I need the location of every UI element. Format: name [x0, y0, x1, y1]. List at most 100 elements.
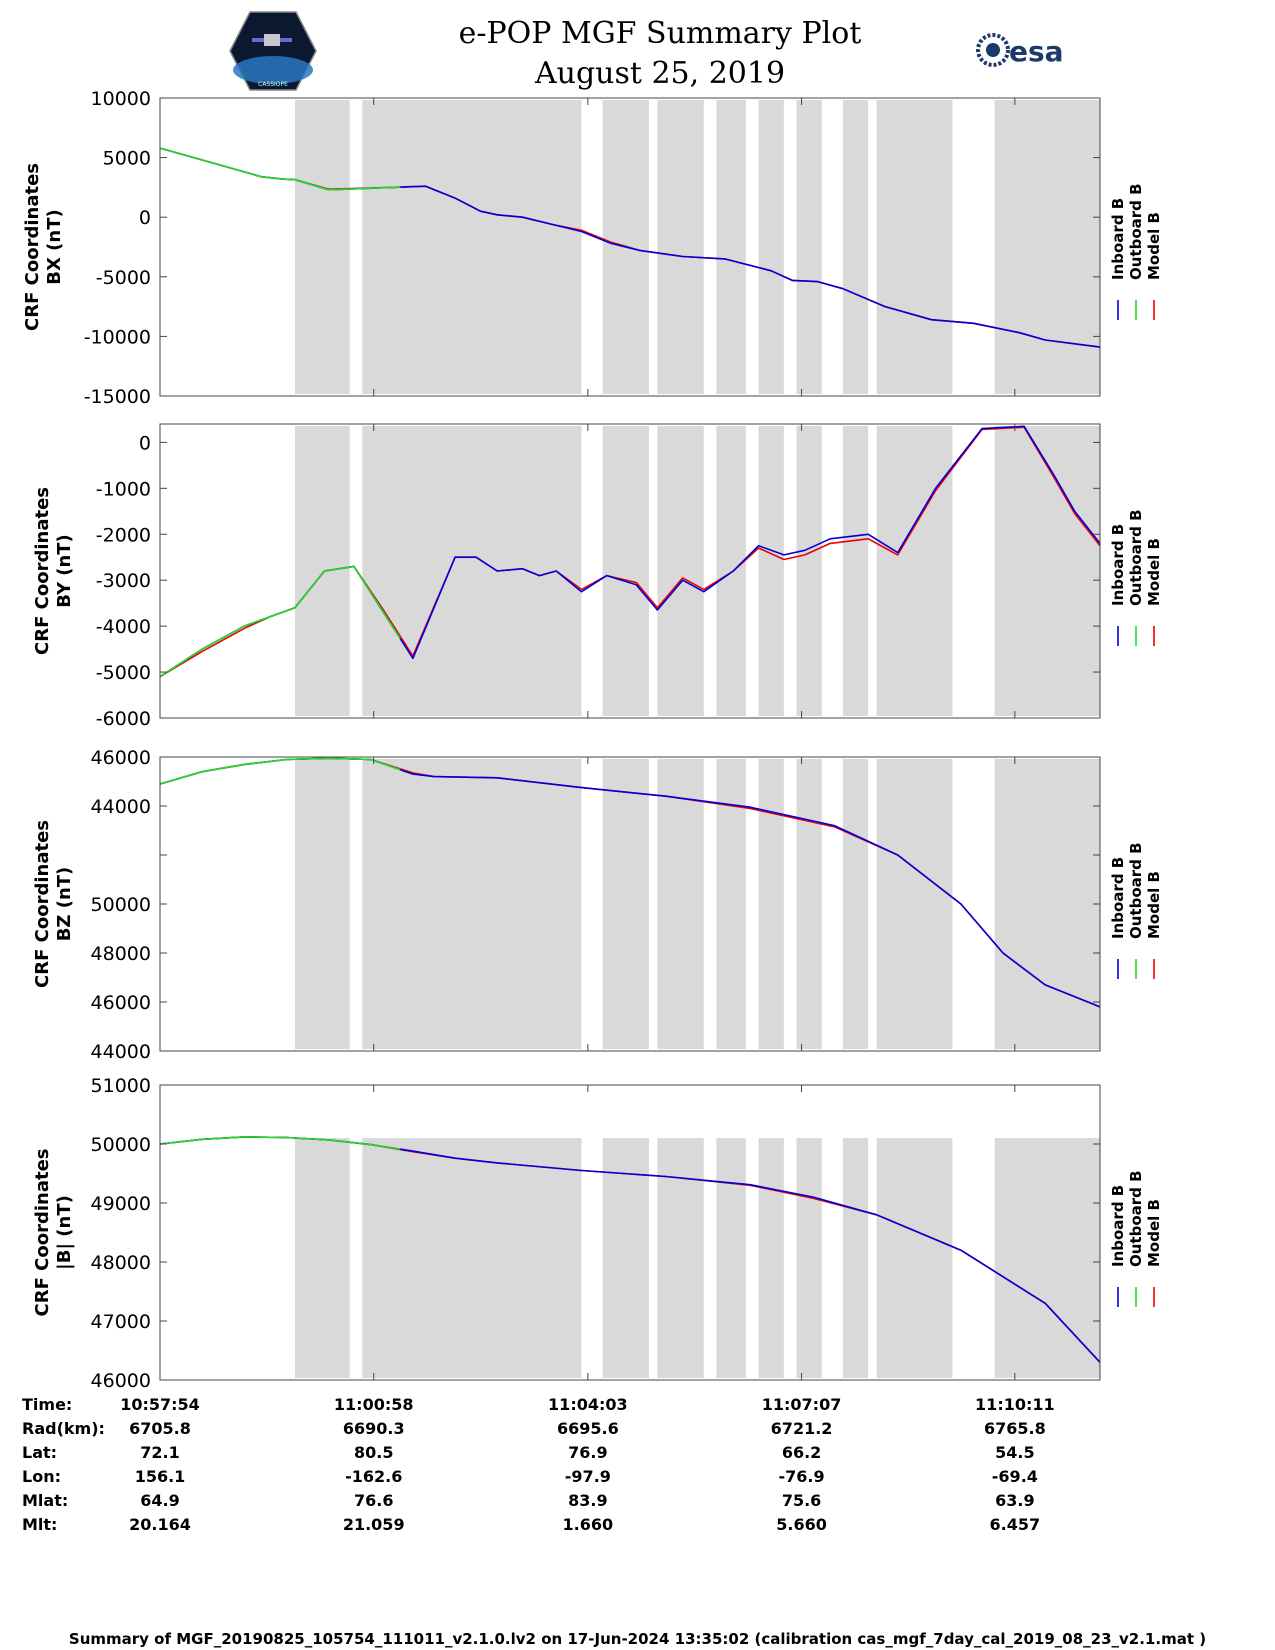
info-row-label: Lon:: [22, 1467, 61, 1486]
legend-label: Model B: [1145, 538, 1163, 606]
y-axis-label-line-2: BY (nT): [54, 534, 75, 608]
data-gap-region: [796, 426, 822, 716]
data-gap-region: [716, 1138, 746, 1378]
y-axis-label-line-1: CRF Coordinates: [32, 1149, 53, 1317]
data-gap-region: [994, 100, 1100, 394]
y-tick-label: 46000: [91, 1370, 151, 1392]
panel-by: 0 -1000 -2000 -3000 -4000 -5000 -6000 CRF Coord…: [32, 423, 1163, 730]
data-gap-region: [876, 100, 953, 394]
info-row-label: Lat:: [22, 1443, 57, 1462]
info-cell: 76.6: [354, 1491, 393, 1510]
y-tick-label: 5000: [103, 148, 151, 170]
info-cell: 5.660: [776, 1515, 827, 1534]
y-tick-label: 48000: [91, 943, 151, 965]
plot-frame: [159, 97, 1101, 397]
y-tick-label: 47000: [91, 1311, 151, 1333]
info-row-label: Mlat:: [22, 1491, 68, 1510]
y-tick-label: -15000: [84, 386, 151, 408]
info-cell: 11:07:07: [762, 1395, 842, 1414]
data-gap-region: [994, 1138, 1100, 1378]
info-cell: 6695.6: [557, 1419, 619, 1438]
y-tick-label: 48000: [91, 1252, 151, 1274]
info-cell: 64.9: [140, 1491, 179, 1510]
info-cell: 76.9: [568, 1443, 607, 1462]
y-axis-label: CRF CoordinatesBX (nT): [22, 163, 65, 331]
legend-label: Inboard B: [1109, 198, 1127, 280]
info-cell: 6690.3: [343, 1419, 405, 1438]
series-line-outboard-b: [159, 147, 401, 191]
data-gap-region: [842, 1138, 869, 1378]
data-gap-region: [602, 1138, 649, 1378]
title-line-1: e-POP MGF Summary Plot: [458, 16, 862, 51]
data-gap-region: [994, 759, 1100, 1049]
data-gap-region: [796, 1138, 822, 1378]
title-line-2: August 25, 2019: [534, 56, 786, 91]
info-row-label: Time:: [22, 1395, 72, 1414]
data-gap-region: [758, 100, 784, 394]
data-gap-region: [876, 426, 953, 716]
y-tick-label: 51000: [91, 1075, 151, 1097]
data-gap-region: [842, 759, 869, 1049]
cassiope-logo: CASSIOPE: [229, 11, 317, 91]
data-gap-region: [796, 100, 822, 394]
info-cell: 10:57:54: [120, 1395, 200, 1414]
y-tick-label: -5000: [96, 267, 151, 289]
info-cell: 1.660: [563, 1515, 614, 1534]
y-tick-label: -4000: [96, 616, 151, 638]
y-tick-label: -10000: [84, 326, 151, 348]
y-tick-label: 50000: [91, 1134, 151, 1156]
info-cell: 20.164: [129, 1515, 191, 1534]
y-tick-label: -3000: [96, 570, 151, 592]
data-gap-region: [294, 100, 350, 394]
legend-label: Outboard B: [1127, 183, 1145, 280]
series-line-outboard-b: [159, 757, 401, 785]
data-gap-region: [796, 759, 822, 1049]
info-row-label: Rad(km):: [22, 1419, 105, 1438]
info-row-label: Mlt:: [22, 1515, 57, 1534]
y-tick-label: 46000: [91, 992, 151, 1014]
info-cell: 6721.2: [771, 1419, 833, 1438]
y-tick-label: 46000: [91, 747, 151, 769]
y-tick-label: -1000: [96, 478, 151, 500]
legend-label: Outboard B: [1127, 509, 1145, 606]
info-cell: 72.1: [140, 1443, 179, 1462]
data-gap-region: [294, 426, 350, 716]
data-gap-region: [716, 100, 746, 394]
y-tick-label: -5000: [96, 662, 151, 684]
info-cell: -162.6: [345, 1467, 402, 1486]
info-cell: 75.6: [782, 1491, 821, 1510]
panel-bx: 10000 5000 0 -5000 -10000 -15000 CRF Coordinat…: [22, 88, 1163, 408]
cassiope-logo-text: CASSIOPE: [258, 81, 288, 88]
y-axis-label: CRF CoordinatesBZ (nT): [32, 820, 75, 988]
data-gap-region: [657, 426, 704, 716]
legend-label: Inboard B: [1109, 1185, 1127, 1267]
info-cell: -76.9: [778, 1467, 824, 1486]
data-gap-region: [758, 759, 784, 1049]
data-gap-region: [294, 759, 350, 1049]
y-tick-label: -2000: [96, 524, 151, 546]
info-cell: 11:00:58: [334, 1395, 414, 1414]
data-gap-region: [657, 759, 704, 1049]
y-axis-label: CRF CoordinatesBY (nT): [32, 487, 75, 655]
data-gap-region: [657, 1138, 704, 1378]
info-cell: 21.059: [343, 1515, 405, 1534]
data-gap-region: [362, 759, 582, 1049]
y-axis-label-line-2: |B| (nT): [54, 1195, 75, 1270]
y-tick-label: -6000: [96, 708, 151, 730]
legend-label: Model B: [1145, 212, 1163, 280]
y-tick-label: 0: [139, 207, 151, 229]
data-gap-region: [994, 426, 1100, 716]
legend-label: Model B: [1145, 871, 1163, 939]
y-axis-label-line-2: BX (nT): [44, 209, 65, 284]
y-axis-label-line-1: CRF Coordinates: [32, 820, 53, 988]
panel-bmag: 51000 50000 49000 48000 47000 46000 CRF Coordi…: [32, 1075, 1163, 1392]
info-cell: 80.5: [354, 1443, 393, 1462]
info-cell: 6765.8: [984, 1419, 1046, 1438]
esa-logo-text: esa: [1009, 35, 1064, 68]
data-gap-region: [362, 1138, 582, 1378]
data-gap-region: [294, 1138, 350, 1378]
legend-label: Outboard B: [1127, 842, 1145, 939]
data-gap-region: [716, 426, 746, 716]
data-gap-region: [602, 426, 649, 716]
